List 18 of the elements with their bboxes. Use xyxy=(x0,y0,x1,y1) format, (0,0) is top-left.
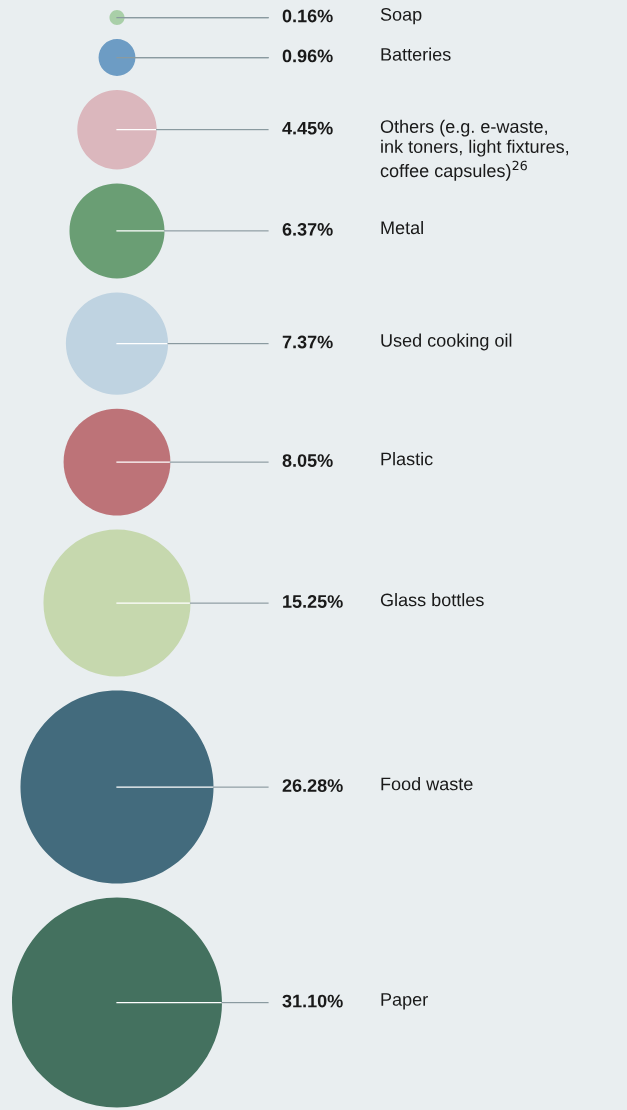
category-label: Plastic xyxy=(381,452,433,466)
category-label: Food waste xyxy=(381,777,473,791)
category-label: Glass bottles xyxy=(380,593,484,607)
data-label: 7.37% xyxy=(282,335,333,349)
category-label: Others (e.g. e-waste, ink toners, light fixtures, coffee capsules)$^{26}$ xyxy=(380,119,569,181)
data-label: 8.05% xyxy=(282,454,333,467)
category-label: Paper xyxy=(381,993,428,1010)
data-label: 6.37% xyxy=(282,222,333,236)
category-label: Used cooking oil xyxy=(381,333,512,351)
data-label: 0.96% xyxy=(282,49,333,63)
data-label: 31.10% xyxy=(282,994,343,1008)
data-label: 26.28% xyxy=(282,779,343,792)
category-label: Soap xyxy=(380,8,422,25)
data-label: 4.45% xyxy=(282,121,333,135)
data-label: 15.25% xyxy=(283,595,343,608)
category-label: Batteries xyxy=(381,47,451,61)
category-label: Metal xyxy=(381,220,423,235)
data-label: 0.16% xyxy=(282,9,333,23)
